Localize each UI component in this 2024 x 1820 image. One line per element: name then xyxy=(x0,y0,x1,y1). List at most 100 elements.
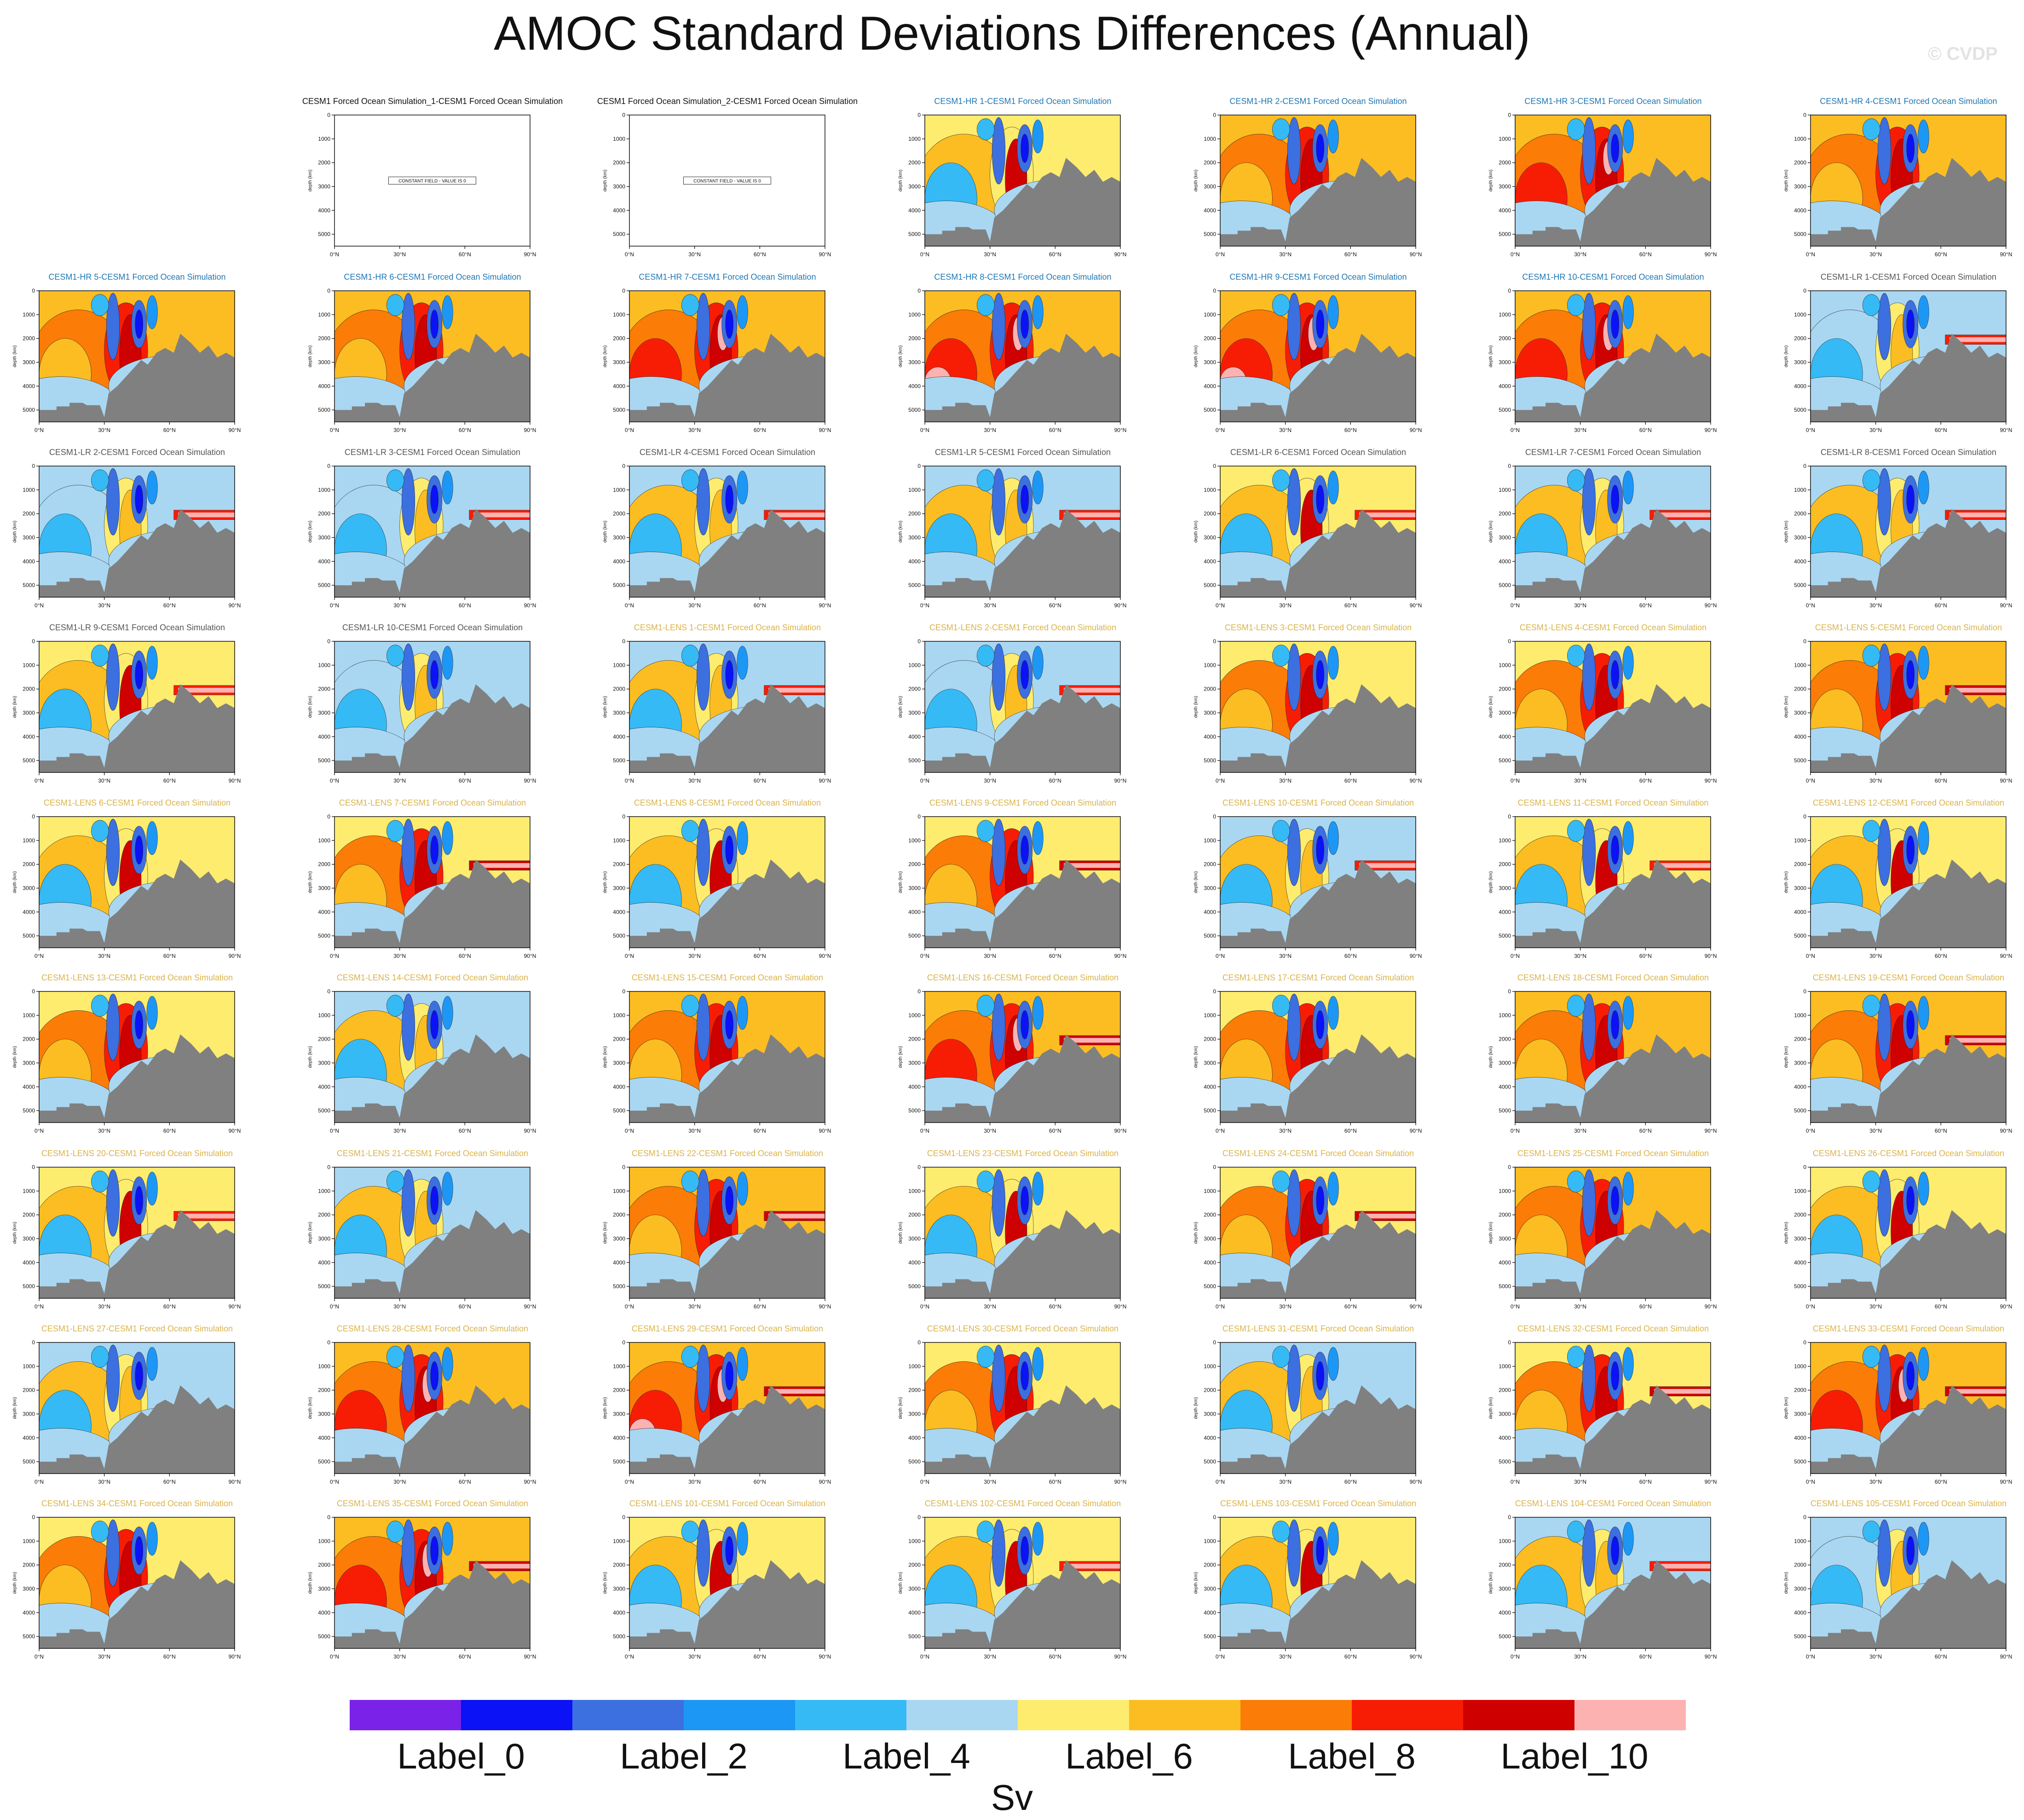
x-tick-label: 0°N xyxy=(1806,1128,1815,1134)
panel-title: CESM1-LENS 35-CESM1 Forced Ocean Simulat… xyxy=(336,1499,529,1508)
plot-frame xyxy=(924,641,1121,773)
y-tick-label: 0 xyxy=(1803,1164,1806,1170)
land-mask xyxy=(1515,1385,1711,1474)
y-tick-label: 5000 xyxy=(908,933,921,939)
y-tick-label: 3000 xyxy=(318,1235,330,1242)
x-tick-label: 30°N xyxy=(98,778,110,784)
y-axis-label: depth (km) xyxy=(603,871,608,893)
x-tick-label: 90°N xyxy=(1705,1303,1717,1310)
panel-title: CESM1-HR 1-CESM1 Forced Ocean Simulation xyxy=(934,97,1112,106)
panel: CESM1-LENS 8-CESM1 Forced Ocean Simulati… xyxy=(593,798,887,973)
x-tick-label: 90°N xyxy=(524,1128,536,1134)
land-mask xyxy=(39,509,235,597)
panel-plot: 0 1000 2000 3000 4000 5000 0°N 30°N 60°N 90°N dept… xyxy=(1784,638,2012,784)
x-tick-label: 0°N xyxy=(625,602,634,609)
contour-region xyxy=(1567,118,1585,140)
y-tick-label: 4000 xyxy=(318,207,330,213)
colorbar-segment xyxy=(684,1700,796,1730)
panel-plot: 0 1000 2000 3000 4000 5000 0°N 30°N 60°N 90°N dept… xyxy=(898,1339,1126,1485)
x-tick-label: 0°N xyxy=(35,953,44,959)
contour-region xyxy=(1582,643,1596,711)
plot-frame xyxy=(1220,1517,1416,1649)
panel-title: CESM1-HR 10-CESM1 Forced Ocean Simulatio… xyxy=(1522,272,1704,282)
contour-region xyxy=(725,310,734,339)
contour-region xyxy=(1567,820,1585,842)
plot-frame xyxy=(1515,1517,1711,1649)
contour-region xyxy=(1918,1522,1929,1556)
y-tick-label: 4000 xyxy=(1794,1083,1806,1090)
panel-plot: 0 1000 2000 3000 4000 5000 0°N 30°N 60°N 90°N dept… xyxy=(12,1164,241,1310)
y-tick-label: 0 xyxy=(1803,813,1806,820)
y-tick-label: 0 xyxy=(1508,288,1511,294)
panel: CESM1-LR 1-CESM1 Forced Ocean Simulation… xyxy=(1774,272,2024,447)
arctic-band-core xyxy=(1359,863,1416,868)
panel-plot: 0 1000 2000 3000 4000 5000 0°N 30°N 60°N 90°N dept… xyxy=(603,813,831,959)
x-tick-label: 60°N xyxy=(1935,251,1947,258)
x-tick-label: 0°N xyxy=(920,1479,929,1485)
y-tick-label: 0 xyxy=(327,988,330,995)
contour-region xyxy=(1863,1521,1880,1543)
y-tick-label: 0 xyxy=(1213,463,1216,469)
x-tick-label: 0°N xyxy=(1806,1479,1815,1485)
x-tick-label: 30°N xyxy=(688,778,701,784)
x-tick-label: 0°N xyxy=(1511,602,1520,609)
y-tick-label: 1000 xyxy=(908,1012,921,1019)
y-tick-label: 1000 xyxy=(318,1538,330,1544)
contour-region xyxy=(1582,818,1596,886)
x-tick-label: 0°N xyxy=(35,1653,44,1660)
y-tick-label: 4000 xyxy=(23,1434,35,1441)
contour-region xyxy=(146,646,158,680)
x-tick-label: 60°N xyxy=(1049,602,1061,609)
x-tick-label: 90°N xyxy=(1114,778,1127,784)
x-tick-label: 90°N xyxy=(524,778,536,784)
y-tick-label: 0 xyxy=(917,1514,921,1521)
panel-title: CESM1-LENS 13-CESM1 Forced Ocean Simulat… xyxy=(41,973,233,982)
contour-region xyxy=(1878,117,1891,184)
x-tick-label: 60°N xyxy=(1344,953,1357,959)
y-tick-label: 5000 xyxy=(1499,407,1511,413)
y-tick-label: 4000 xyxy=(1794,1609,1806,1616)
y-tick-label: 0 xyxy=(327,463,330,469)
x-tick-label: 30°N xyxy=(1574,427,1586,433)
contour-region xyxy=(1032,471,1044,505)
y-tick-label: 5000 xyxy=(1204,757,1216,764)
panel: CESM1-LENS 4-CESM1 Forced Ocean Simulati… xyxy=(1478,623,1773,798)
y-tick-label: 3000 xyxy=(1499,183,1511,190)
contour-region xyxy=(1021,134,1029,163)
plot-frame xyxy=(924,991,1121,1123)
contour-region xyxy=(135,310,144,339)
panel-title: CESM1-HR 3-CESM1 Forced Ocean Simulation xyxy=(1524,97,1702,106)
y-tick-label: 3000 xyxy=(1794,534,1806,541)
x-tick-label: 60°N xyxy=(1935,1653,1947,1660)
panel: CESM1-LENS 18-CESM1 Forced Ocean Simulat… xyxy=(1478,973,1773,1148)
x-tick-label: 0°N xyxy=(1806,953,1815,959)
y-tick-label: 5000 xyxy=(908,407,921,413)
panel-plot: 0 1000 2000 3000 4000 5000 0°N 30°N 60°N 90°N dept… xyxy=(603,112,831,258)
x-tick-label: 0°N xyxy=(625,778,634,784)
x-tick-label: 90°N xyxy=(1410,1303,1422,1310)
x-tick-label: 30°N xyxy=(984,1479,996,1485)
y-tick-label: 3000 xyxy=(908,1060,921,1066)
y-tick-label: 5000 xyxy=(1204,231,1216,237)
plot-frame xyxy=(629,641,825,773)
plot-frame xyxy=(39,466,235,598)
land-mask xyxy=(1515,1560,1711,1648)
y-tick-label: 2000 xyxy=(1794,1387,1806,1394)
y-tick-label: 5000 xyxy=(1794,1633,1806,1640)
x-tick-label: 30°N xyxy=(98,1479,110,1485)
x-tick-label: 0°N xyxy=(1216,1479,1225,1485)
contour-region xyxy=(1316,1010,1325,1039)
y-axis-label: depth (km) xyxy=(1488,1222,1493,1244)
y-tick-label: 3000 xyxy=(318,359,330,365)
land-mask xyxy=(925,1034,1120,1123)
x-tick-label: 90°N xyxy=(229,1128,241,1134)
panel-title: CESM1-LENS 11-CESM1 Forced Ocean Simulat… xyxy=(1517,798,1709,807)
constant-field-box xyxy=(683,177,771,184)
x-tick-label: 60°N xyxy=(1639,778,1652,784)
y-tick-label: 2000 xyxy=(23,686,35,692)
panel-plot: 0 1000 2000 3000 4000 5000 0°N 30°N 60°N 90°N dept… xyxy=(12,813,241,959)
y-tick-label: 3000 xyxy=(318,1060,330,1066)
x-tick-label: 0°N xyxy=(625,251,634,258)
x-tick-label: 90°N xyxy=(229,953,241,959)
x-tick-label: 90°N xyxy=(1705,778,1717,784)
